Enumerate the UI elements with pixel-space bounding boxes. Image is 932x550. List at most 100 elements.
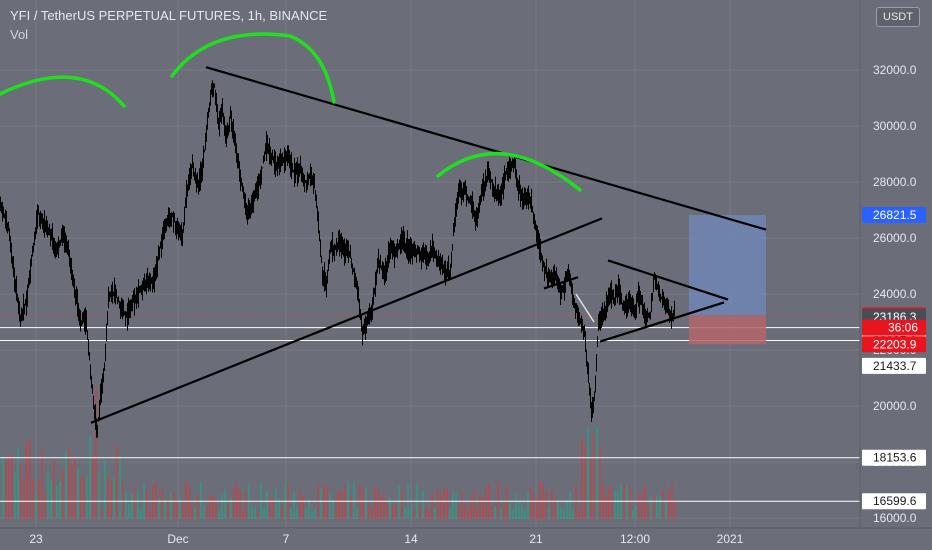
position-box: [689, 214, 766, 345]
volume-bar: [455, 493, 457, 519]
volume-bar: [353, 481, 355, 519]
volume-bar: [599, 446, 601, 519]
volume-bar: [452, 492, 454, 519]
volume-bar: [68, 447, 70, 519]
volume-bar: [8, 455, 10, 519]
volume-bar: [332, 498, 334, 519]
volume-bar: [272, 498, 274, 519]
volume-bar: [251, 506, 253, 519]
volume-bar: [614, 490, 616, 519]
volume-bar: [611, 488, 613, 519]
volume-bar: [146, 490, 148, 519]
volume-bar: [629, 487, 631, 519]
volume-bar: [359, 484, 361, 519]
volume-bar: [620, 485, 622, 519]
volume-bar: [665, 502, 667, 519]
volume-bar: [206, 506, 208, 519]
volume-bar: [551, 489, 553, 519]
volume-bar: [221, 494, 223, 519]
volume-bar: [380, 497, 382, 519]
volume-bar: [131, 494, 133, 519]
volume-bar: [140, 510, 142, 519]
volume-bar: [521, 504, 523, 519]
volume-bar: [86, 476, 88, 519]
volume-bar: [32, 479, 34, 519]
price-badge: [862, 493, 926, 510]
y-tick-label: 16000.0: [873, 511, 917, 525]
volume-bar: [74, 459, 76, 519]
volume-bar: [2, 455, 4, 519]
volume-bar: [440, 494, 442, 519]
volume-bar: [437, 489, 439, 519]
hand-drawn-arcs: [0, 32, 582, 192]
volume-bar: [587, 426, 589, 519]
volume-bar: [491, 505, 493, 519]
volume-bar: [350, 496, 352, 519]
volume-bar: [155, 482, 157, 519]
volume-bar: [365, 487, 367, 519]
volume-bar: [461, 492, 463, 519]
volume-bar: [314, 508, 316, 519]
volume-bar: [569, 491, 571, 519]
volume-bar: [215, 500, 217, 519]
wedge-bottom: [599, 301, 725, 343]
x-tick-label: 14: [404, 532, 418, 546]
volume-bar: [341, 492, 343, 519]
volume-bar: [83, 478, 85, 519]
volume-bar: [296, 508, 298, 519]
time-axis[interactable]: 23 Dec 7 14 21 12:00 2021: [0, 527, 932, 546]
volume-bar: [356, 508, 358, 519]
volume-bar: [458, 504, 460, 519]
y-tick-label: 20000.0: [873, 399, 917, 413]
volume-bar: [419, 504, 421, 519]
volume-bar: [65, 449, 67, 519]
volume-bar: [506, 484, 508, 519]
volume-bar: [425, 507, 427, 519]
volume-bar: [170, 494, 172, 519]
price-badge-label: 26821.5: [873, 208, 917, 222]
volume-bar: [329, 493, 331, 519]
volume-bar: [662, 489, 664, 519]
volume-bar: [476, 507, 478, 519]
price-badge: [862, 449, 926, 466]
volume-bar: [254, 507, 256, 519]
volume-bar: [185, 481, 187, 519]
x-tick-label: 2021: [717, 532, 744, 546]
volume-bar: [110, 481, 112, 519]
volume-bar: [47, 470, 49, 519]
volume-bar: [515, 494, 517, 519]
volume-bar: [413, 510, 415, 519]
volume-bar: [650, 497, 652, 519]
volume-bar: [281, 504, 283, 519]
volume-bar: [98, 471, 100, 519]
currency-button[interactable]: USDT: [876, 7, 920, 27]
volume-bar: [119, 456, 121, 519]
volume-bar: [632, 509, 634, 519]
volume-bar: [473, 491, 475, 519]
volume-bar: [545, 492, 547, 519]
volume-bar: [482, 498, 484, 519]
volume-bar: [518, 501, 520, 519]
symbol-title: YFI / TetherUS PERPETUAL FUTURES, 1h, BI…: [10, 8, 328, 23]
volume-bar: [446, 488, 448, 519]
volume-bar: [449, 507, 451, 519]
volume-bar: [479, 495, 481, 519]
volume-bar: [644, 485, 646, 519]
volume-bar: [224, 489, 226, 519]
volume-bar: [590, 459, 592, 519]
y-tick-label: 24000.0: [873, 287, 917, 301]
volume-bar: [572, 509, 574, 519]
volume-bar: [173, 492, 175, 519]
volume-indicator-label[interactable]: Vol: [10, 27, 29, 42]
volume-bar: [29, 438, 31, 519]
volume-bar: [635, 505, 637, 519]
volume-bar: [212, 495, 214, 519]
volume-bar: [467, 509, 469, 519]
volume-bar: [59, 480, 61, 519]
volume-bar: [608, 486, 610, 519]
volume-bar: [107, 476, 109, 519]
volume-bar: [53, 460, 55, 519]
volume-bar: [56, 485, 58, 519]
